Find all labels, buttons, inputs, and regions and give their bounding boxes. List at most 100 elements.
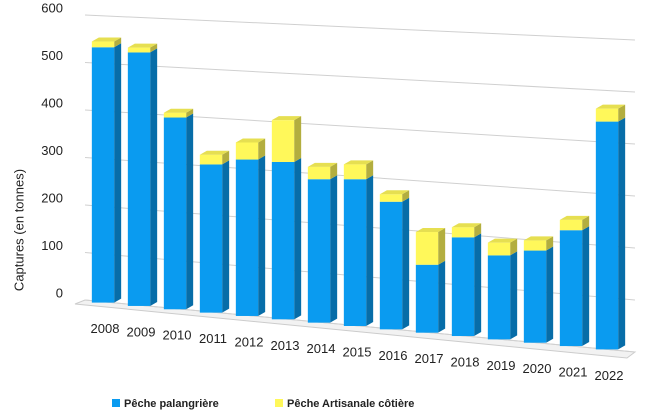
bar	[451, 227, 475, 238]
bar-side	[618, 117, 626, 350]
bar-top	[379, 190, 410, 195]
bar	[559, 230, 583, 347]
bar-top	[559, 215, 590, 220]
bar-side	[330, 162, 338, 180]
x-tick-label: 2019	[487, 358, 516, 373]
y-tick-label: 300	[41, 143, 63, 158]
bar-top	[451, 223, 482, 228]
x-tick-label: 2020	[523, 361, 552, 376]
bar	[307, 179, 331, 323]
bar	[595, 108, 619, 122]
bar	[127, 52, 151, 306]
bar-side	[474, 223, 482, 238]
bar	[451, 237, 475, 337]
bar	[415, 232, 439, 265]
bar	[91, 47, 115, 303]
x-tick-label: 2013	[271, 338, 300, 353]
legend-label: Pêche Artisanale côtière	[287, 398, 414, 410]
bar-side	[402, 197, 410, 330]
bar	[559, 219, 583, 231]
bar	[487, 242, 511, 256]
bar-top	[127, 43, 158, 48]
x-tick-label: 2018	[451, 354, 480, 369]
bar-top	[595, 104, 626, 109]
x-tick-label: 2022	[595, 368, 624, 383]
y-tick-label: 0	[56, 285, 63, 300]
bar	[271, 120, 295, 162]
bar	[199, 154, 223, 165]
bar	[487, 255, 511, 340]
bar-side	[150, 43, 158, 53]
bar-top	[163, 108, 194, 113]
bar-side	[474, 233, 482, 337]
bar-top	[415, 228, 446, 233]
bar-side	[510, 238, 518, 256]
bar-top	[487, 238, 518, 243]
bar-top	[523, 236, 554, 241]
bar	[271, 161, 295, 320]
bar	[163, 112, 187, 118]
bar-top	[343, 160, 374, 165]
x-tick-label: 2009	[127, 324, 156, 339]
bar-side	[618, 104, 626, 122]
bar	[163, 117, 187, 310]
legend-swatch	[112, 399, 120, 407]
bar-top	[307, 162, 338, 167]
bar	[91, 41, 115, 48]
bar	[235, 142, 259, 160]
bar-side	[582, 215, 590, 231]
x-tick-label: 2012	[235, 334, 264, 349]
x-tick-label: 2010	[163, 328, 192, 343]
y-tick-label: 500	[41, 48, 63, 63]
bar-side	[186, 113, 194, 310]
bar-top	[91, 37, 122, 42]
grid-line	[84, 62, 636, 93]
y-axis-label: Captures (en tonnes)	[11, 169, 26, 291]
x-tick-label: 2021	[559, 364, 588, 379]
x-tick-label: 2011	[199, 331, 227, 346]
bar-side	[510, 251, 518, 340]
bar-side	[258, 155, 266, 316]
bar-top	[271, 116, 302, 121]
bar-side	[402, 190, 410, 202]
bar-side	[186, 108, 194, 118]
bar-side	[546, 246, 554, 343]
bar-side	[222, 150, 230, 165]
bar-side	[582, 226, 590, 347]
bar-side	[294, 157, 302, 320]
bar-side	[366, 160, 374, 180]
bar	[379, 194, 403, 202]
bar-side	[294, 116, 302, 162]
y-tick-label: 600	[41, 0, 63, 15]
bar	[595, 121, 619, 350]
bar-top	[199, 150, 230, 155]
x-tick-label: 2008	[91, 321, 120, 336]
bar-side	[546, 236, 554, 251]
bar-side	[438, 228, 446, 265]
bar-top	[235, 138, 266, 143]
bar-side	[330, 175, 338, 323]
bar	[343, 164, 367, 180]
x-tick-label: 2017	[415, 351, 444, 366]
y-tick-label: 100	[41, 238, 63, 253]
bar	[307, 166, 331, 180]
bar-side	[366, 175, 374, 326]
y-tick-label: 200	[41, 190, 63, 205]
bar-side	[258, 138, 266, 160]
bar	[235, 159, 259, 316]
legend-label: Pêche palangrière	[124, 398, 219, 410]
bar	[199, 164, 223, 313]
y-tick-label: 400	[41, 95, 63, 110]
legend-swatch	[275, 399, 283, 407]
bar-side	[438, 260, 446, 333]
bar	[379, 201, 403, 330]
x-tick-label: 2014	[307, 341, 336, 356]
bar	[127, 47, 151, 53]
bar-side	[114, 43, 122, 303]
bar	[523, 240, 547, 251]
bar	[523, 250, 547, 343]
bar-side	[222, 160, 230, 313]
bar	[415, 264, 439, 333]
x-tick-label: 2016	[379, 348, 408, 363]
